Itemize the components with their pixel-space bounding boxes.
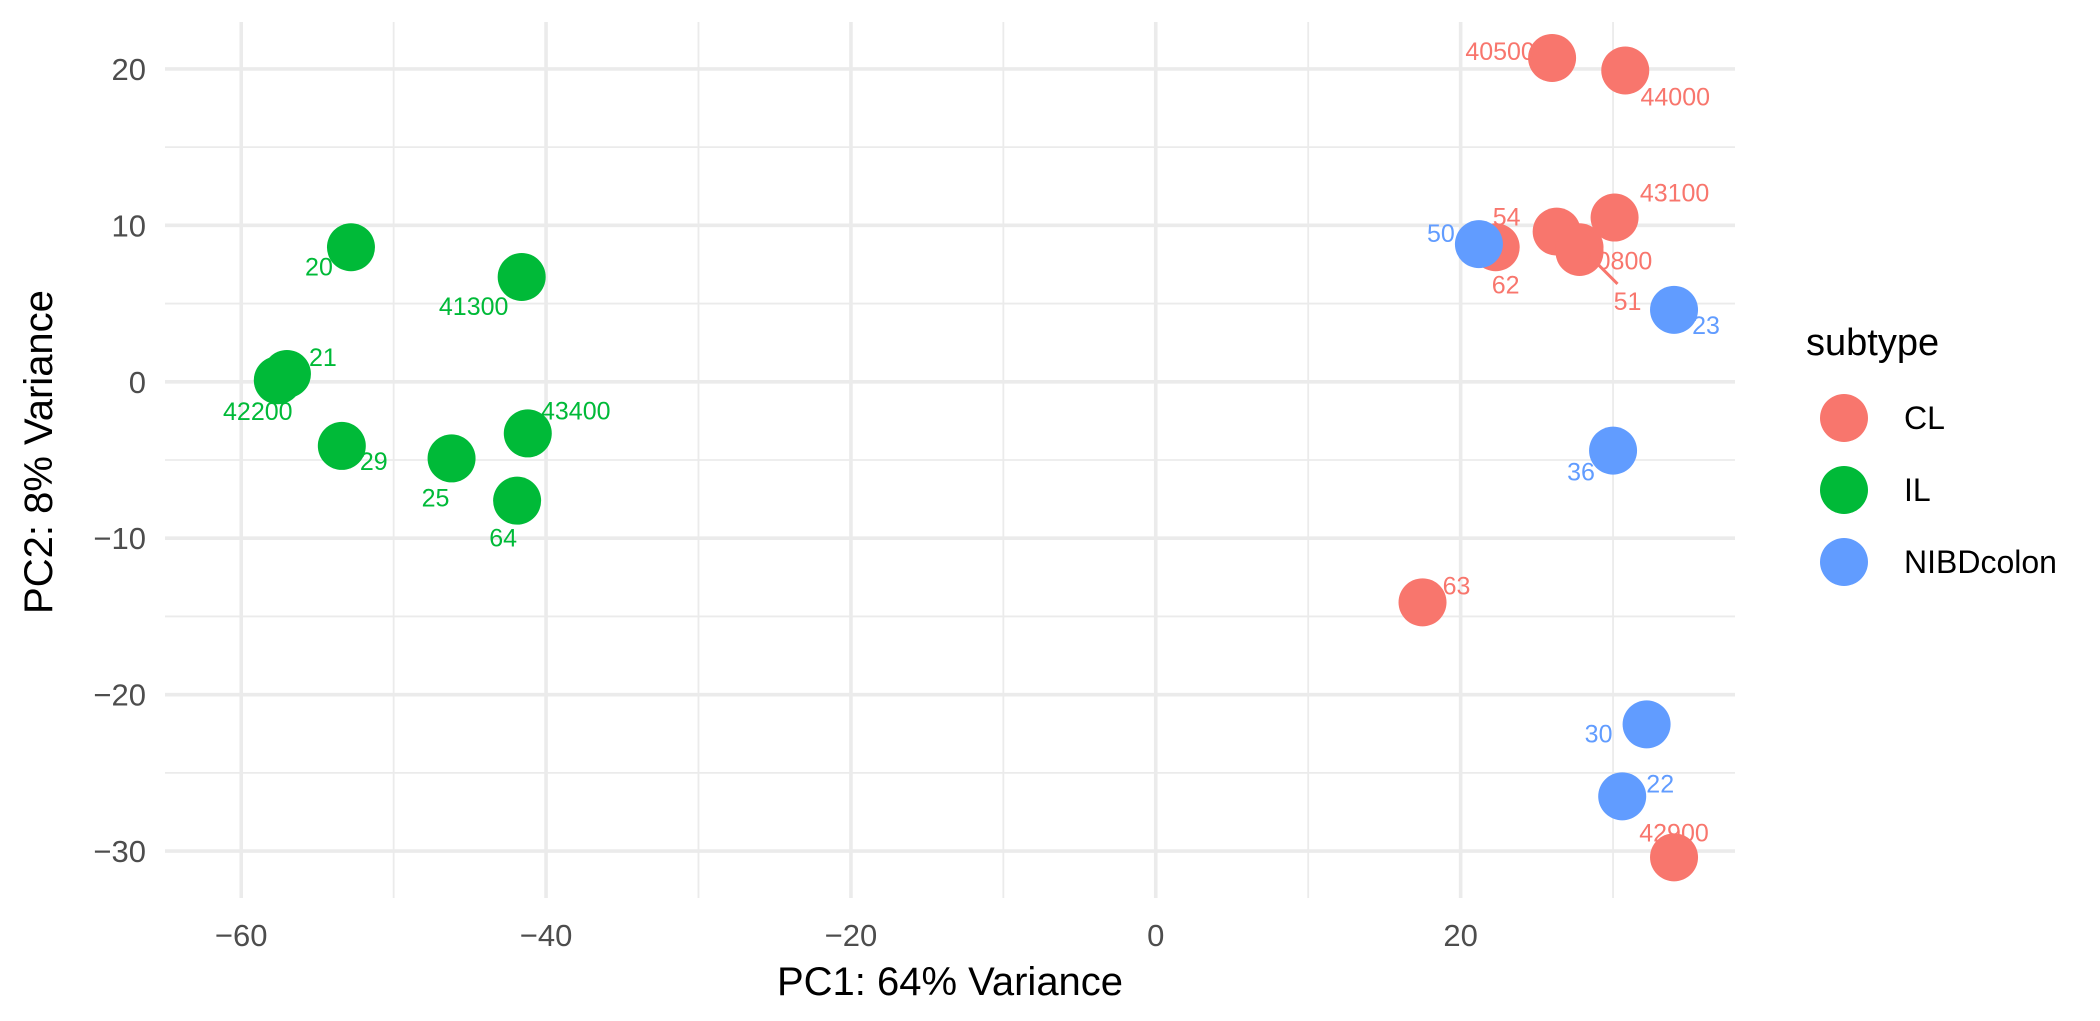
point-label: 36 [1567,459,1595,487]
legend-items: CL IL NIBDcolon [1820,394,2057,586]
point-label: 23 [1692,312,1720,340]
y-tick-label: 20 [112,52,146,87]
point-label: 40800 [1583,247,1653,275]
point-label: 51 [1614,288,1642,316]
x-tick-label: −40 [520,918,573,953]
legend-key [1820,538,1868,586]
grid-lines [165,22,1735,898]
point-label: 40500 [1465,38,1535,66]
x-tick-label: 20 [1443,918,1477,953]
data-point [253,356,302,405]
legend: subtype CL IL NIBDcolon [1806,322,2057,586]
data-point [1650,833,1699,882]
data-point [427,434,476,483]
y-tick-label: 10 [112,208,146,243]
point-label: 22 [1646,770,1674,798]
point-label: 50 [1427,220,1455,248]
point-label: 62 [1492,271,1520,299]
x-tick-label: −60 [215,918,268,953]
point-label: 43400 [541,397,611,425]
legend-title: subtype [1806,322,1939,364]
point-label: 54 [1493,204,1521,232]
y-tick-label: 0 [129,365,146,400]
data-point [1590,193,1639,242]
point-label: 41300 [439,293,509,321]
point-label: 29 [360,448,388,476]
data-point [1589,426,1638,475]
data-point [1398,578,1447,627]
x-axis-title: PC1: 64% Variance [777,960,1123,1004]
point-label: 42200 [223,398,293,426]
legend-label: IL [1904,472,1931,508]
y-axis-title: PC2: 8% Variance [17,290,61,614]
data-point [1528,33,1577,82]
data-point [1601,46,1650,95]
y-tick-label: −20 [93,678,146,713]
point-label: 25 [422,484,450,512]
x-tick-label: 0 [1147,918,1164,953]
data-point [326,223,375,272]
legend-label: NIBDcolon [1904,544,2057,580]
data-point [317,421,366,470]
point-label: 20 [305,253,333,281]
data-point [1622,700,1671,749]
data-point [1454,220,1503,269]
y-tick-label: −10 [93,521,146,556]
point-label: 64 [489,525,517,553]
legend-key [1820,394,1868,442]
data-points [253,33,1699,882]
x-tick-label: −20 [825,918,878,953]
data-point [1650,285,1699,334]
y-tick-label: −30 [93,834,146,869]
data-point [497,252,546,301]
data-point [493,476,542,525]
y-axis-ticks: 20 10 0 −10 −20 −30 [93,52,146,869]
point-label: 30 [1585,720,1613,748]
point-label: 43100 [1640,180,1710,208]
point-label: 44000 [1640,83,1710,111]
legend-label: CL [1904,400,1945,436]
point-label: 42900 [1639,819,1709,847]
data-point [1598,772,1647,821]
legend-key [1820,466,1868,514]
data-point [503,409,552,458]
data-point [1555,227,1604,276]
point-label: 63 [1443,572,1471,600]
x-axis-ticks: −60 −40 −20 0 20 [215,918,1478,953]
point-label: 21 [309,344,337,372]
point-labels: 40500 44000 43100 54 40800 62 51 63 42900 20 41300… [223,38,1720,847]
